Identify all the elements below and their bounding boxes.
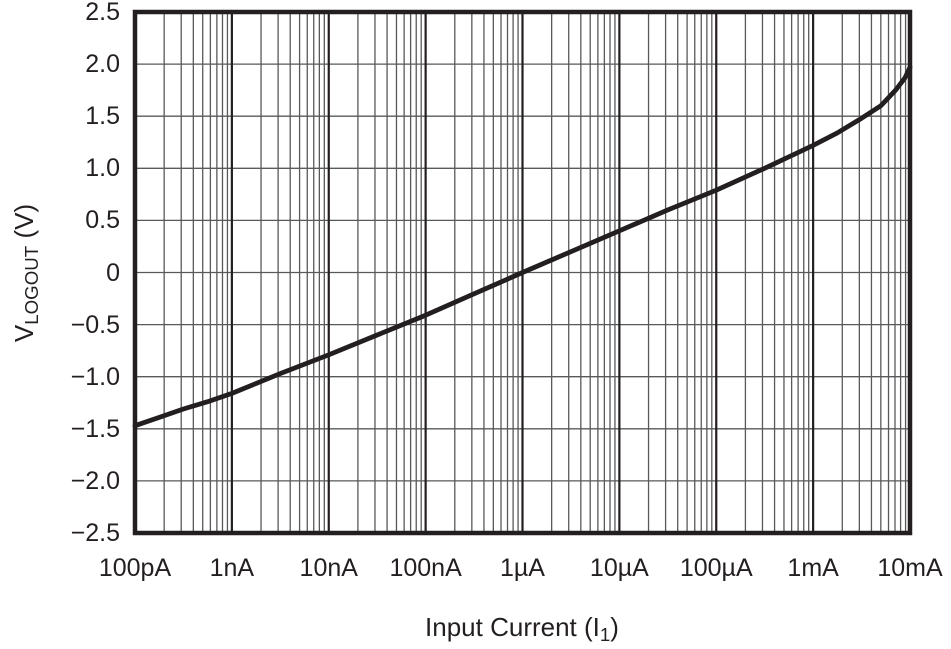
x-tick-label: 1µA: [500, 554, 545, 582]
y-tick-label: −0.5: [70, 310, 120, 339]
y-axis-title-subscript: LOGOUT: [21, 245, 43, 325]
x-axis-title-subscript: 1: [599, 624, 611, 646]
x-tick-label: 100µA: [679, 554, 753, 582]
x-tick-label: 1nA: [209, 554, 255, 582]
y-axis-title: VLOGOUT (V): [8, 113, 42, 433]
x-tick-label: 10µA: [589, 554, 649, 582]
data-curve: [132, 64, 913, 429]
y-tick-label: 1.0: [85, 154, 120, 183]
y-axis-title-main: V: [9, 324, 39, 343]
y-tick-label: −1.0: [70, 362, 120, 391]
x-axis-title-main: Input Current (I: [425, 612, 600, 642]
plot-frame: [132, 9, 913, 536]
x-axis-title: Input Current (I1): [322, 611, 722, 649]
x-axis-title-close: ): [610, 612, 619, 642]
y-tick-label: −2.5: [70, 519, 120, 547]
y-tick-label: 2.5: [85, 0, 120, 26]
y-tick-label: 2.0: [85, 50, 120, 79]
x-tick-label: 1mA: [787, 554, 839, 582]
y-tick-label: −2.0: [70, 466, 120, 495]
y-axis-title-units: (V): [9, 203, 39, 246]
y-tick-label: 0: [106, 258, 120, 287]
x-tick-label: 10mA: [877, 554, 943, 582]
y-tick-label: −1.5: [70, 414, 120, 443]
x-tick-label: 100pA: [98, 554, 172, 582]
x-tick-label: 100nA: [389, 554, 462, 582]
y-tick-label: 0.5: [85, 206, 120, 235]
y-tick-label: 1.5: [85, 102, 120, 131]
x-tick-label: 10nA: [299, 554, 358, 582]
